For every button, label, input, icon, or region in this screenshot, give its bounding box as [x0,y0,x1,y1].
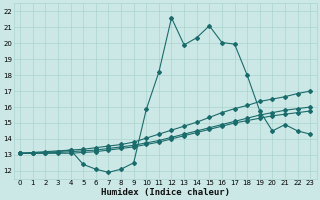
X-axis label: Humidex (Indice chaleur): Humidex (Indice chaleur) [101,188,230,197]
